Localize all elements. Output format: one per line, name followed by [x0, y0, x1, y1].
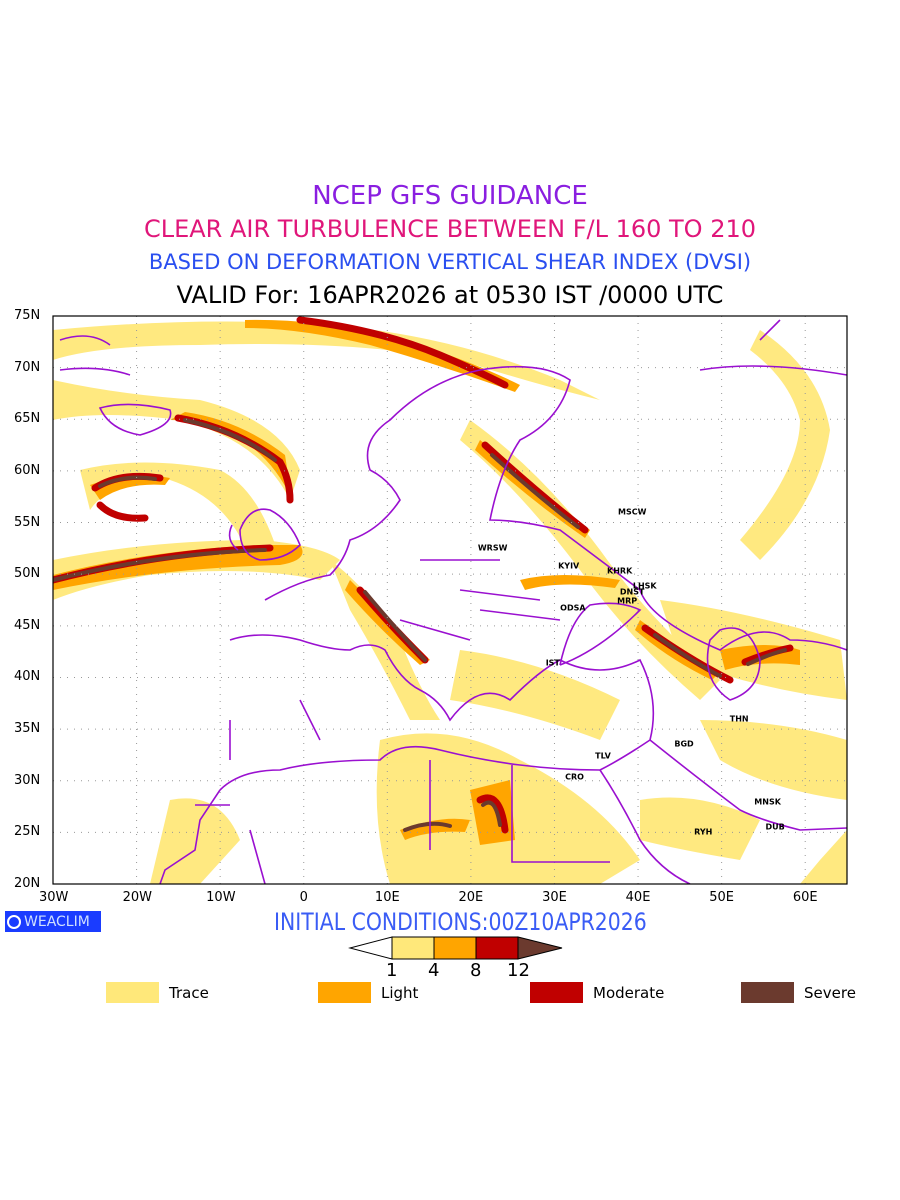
city-label: BGD	[674, 739, 694, 749]
lat-tick-label: 65N	[14, 411, 41, 427]
legend-moderate: Moderate	[530, 982, 664, 1003]
colorbar-label: 12	[507, 960, 530, 981]
lat-tick-label: 30N	[14, 772, 41, 788]
city-label: MSCW	[617, 507, 647, 517]
city-label: KHRK	[607, 566, 633, 576]
city-label: IST	[545, 658, 560, 668]
city-label: ODSA	[560, 603, 586, 613]
city-label: TLV	[595, 751, 611, 761]
lon-tick-label: 60E	[792, 890, 818, 905]
title-method: BASED ON DEFORMATION VERTICAL SHEAR INDE…	[148, 250, 752, 274]
city-label: THN	[729, 714, 749, 724]
coastlines-borders	[59, 319, 847, 884]
title-product: CLEAR AIR TURBULENCE BETWEEN F/L 160 TO …	[143, 215, 757, 243]
city-label: RYH	[694, 827, 713, 837]
lat-tick-label: 55N	[14, 514, 41, 530]
map-frame	[52, 315, 848, 885]
logo-text: WEACLIM	[24, 913, 90, 930]
lon-tick-label: 30E	[542, 890, 567, 905]
legend-light: Light	[318, 982, 418, 1003]
lat-tick-label: 60N	[14, 462, 41, 478]
lon-tick-label: 10W	[206, 890, 236, 905]
lon-tick-label: 30W	[39, 890, 69, 905]
colorbar-label: 4	[428, 960, 440, 981]
city-label: WRSW	[477, 543, 508, 553]
lat-tick-label: 40N	[14, 669, 41, 685]
title-valid-time: VALID For: 16APR2026 at 0530 IST /0000 U…	[176, 281, 724, 309]
city-label: LHSK	[632, 581, 657, 591]
lat-tick-label: 70N	[14, 359, 41, 375]
colorbar-trace	[391, 936, 435, 960]
legend-severe: Severe	[741, 982, 856, 1003]
city-label: DNST	[619, 587, 645, 597]
turbulence-field	[53, 316, 847, 884]
colorbar-moderate	[475, 936, 519, 960]
lat-tick-label: 20N	[14, 876, 41, 891]
lon-tick-label: 0	[299, 890, 308, 905]
colorbar-severe	[517, 936, 563, 960]
colorbar-light	[433, 936, 477, 960]
colorbar-label: 1	[386, 960, 398, 981]
lon-tick-label: 50E	[709, 890, 734, 905]
city-label: MRP	[617, 596, 638, 606]
lat-tick-label: 50N	[14, 566, 41, 582]
lat-tick-label: 75N	[14, 308, 41, 323]
lon-tick-label: 20E	[458, 890, 484, 905]
initial-conditions: INITIAL CONDITIONS:00Z10APR2026	[274, 908, 647, 936]
lon-tick-label: 10E	[374, 890, 400, 905]
colorbar	[348, 936, 563, 960]
lon-tick-label: 20W	[122, 890, 152, 905]
city-label: DUB	[765, 822, 785, 832]
city-label: KYIV	[558, 561, 580, 571]
colorbar-label: 8	[470, 960, 482, 981]
copyright-icon	[7, 914, 21, 929]
city-label: MNSK	[754, 797, 781, 807]
lon-tick-label: 40E	[625, 890, 651, 905]
city-label: CRO	[565, 772, 584, 782]
lat-tick-label: 35N	[14, 721, 41, 737]
legend-trace: Trace	[106, 982, 209, 1003]
lat-tick-label: 45N	[14, 617, 41, 633]
title-model: NCEP GFS GUIDANCE	[312, 181, 588, 211]
lat-tick-label: 25N	[14, 824, 41, 840]
weaclim-logo: WEACLIM	[5, 911, 101, 932]
